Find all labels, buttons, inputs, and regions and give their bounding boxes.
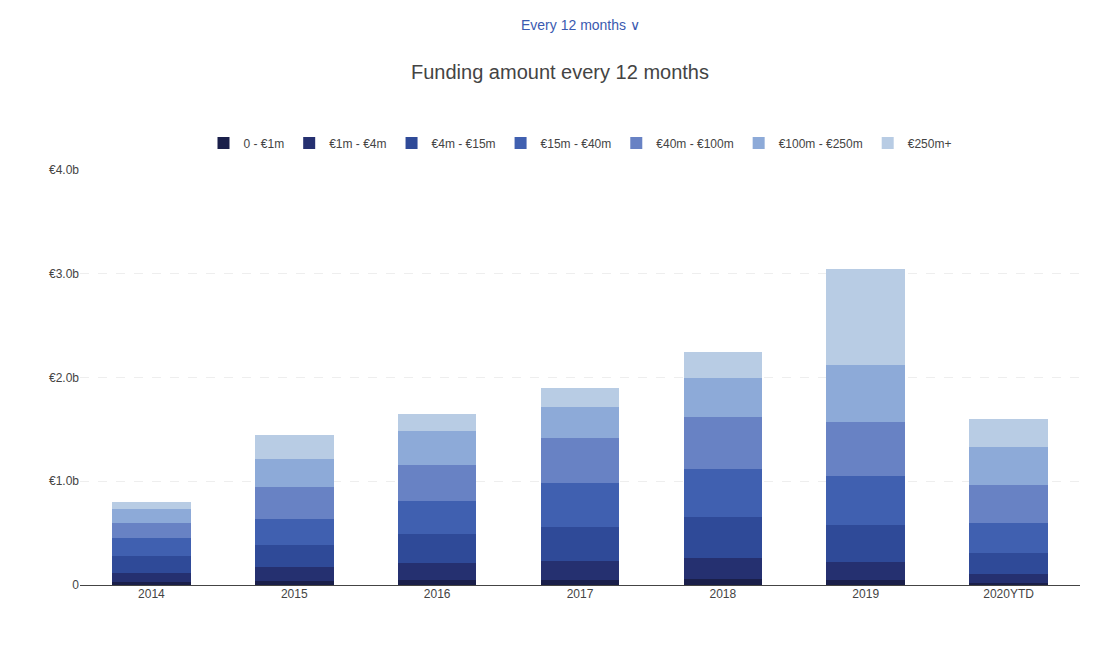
svg-text:€4.0b: €4.0b xyxy=(49,163,79,177)
svg-text:0 - €1m: 0 - €1m xyxy=(244,137,285,151)
svg-text:€100m - €250m: €100m - €250m xyxy=(779,137,863,151)
svg-text:€4m - €15m: €4m - €15m xyxy=(432,137,496,151)
svg-text:2017: 2017 xyxy=(567,587,594,601)
svg-text:€40m - €100m: €40m - €100m xyxy=(656,137,733,151)
svg-text:2014: 2014 xyxy=(138,587,165,601)
svg-text:Funding amount every 12 months: Funding amount every 12 months xyxy=(411,61,709,83)
svg-text:€1.0b: €1.0b xyxy=(49,474,79,488)
svg-text:2019: 2019 xyxy=(852,587,879,601)
svg-text:€15m - €40m: €15m - €40m xyxy=(541,137,612,151)
svg-text:Every 12 months ∨: Every 12 months ∨ xyxy=(521,17,640,33)
svg-text:€1m - €4m: €1m - €4m xyxy=(329,137,386,151)
svg-text:€250m+: €250m+ xyxy=(908,137,952,151)
svg-text:2016: 2016 xyxy=(424,587,451,601)
svg-text:€3.0b: €3.0b xyxy=(49,267,79,281)
svg-text:2015: 2015 xyxy=(281,587,308,601)
svg-text:2018: 2018 xyxy=(710,587,737,601)
svg-text:0: 0 xyxy=(72,578,79,592)
svg-text:2020YTD: 2020YTD xyxy=(983,587,1034,601)
svg-text:€2.0b: €2.0b xyxy=(49,371,79,385)
